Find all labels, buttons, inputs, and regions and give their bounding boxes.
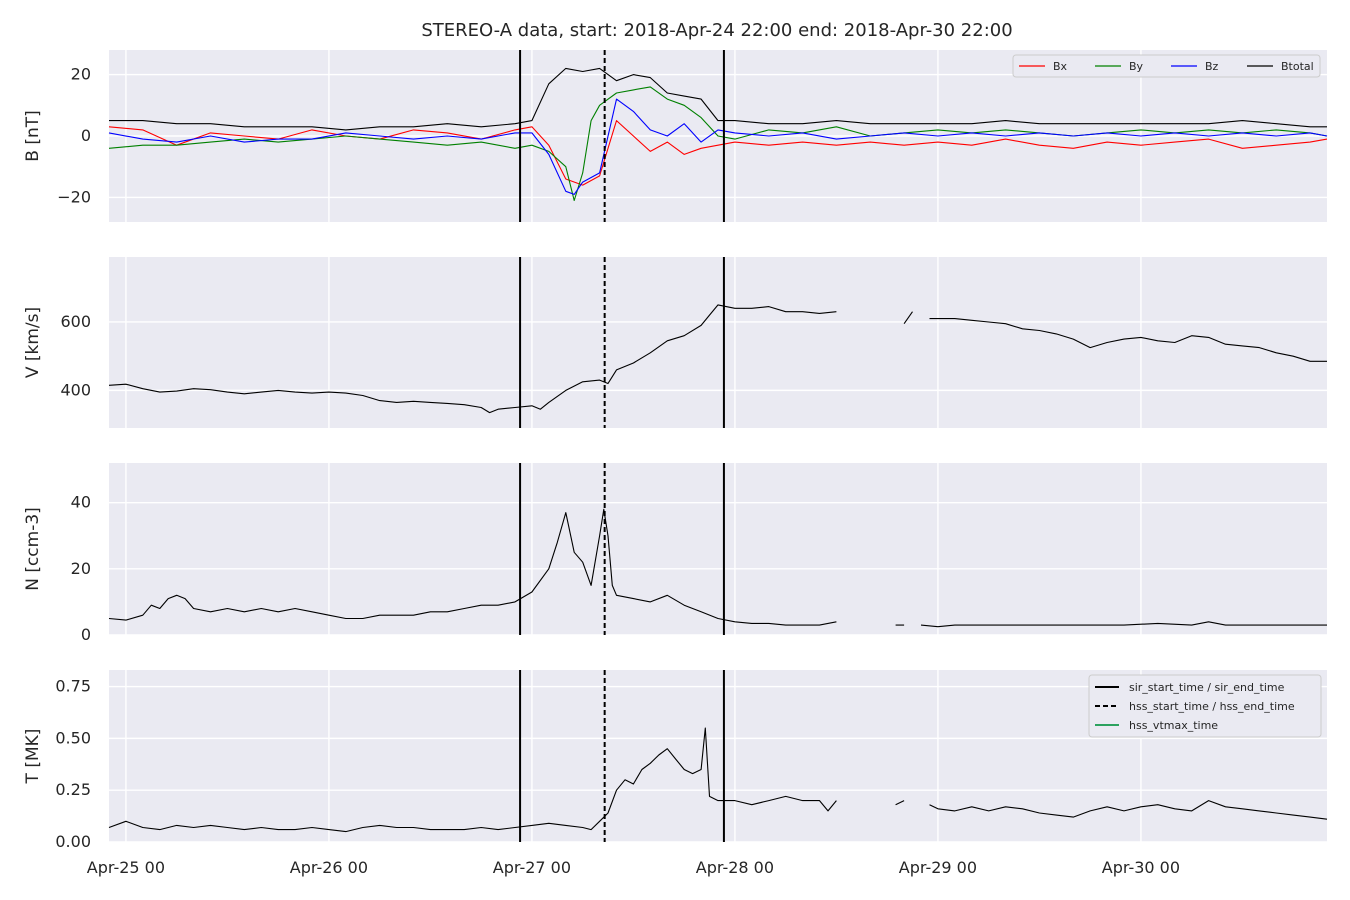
- legend-label: Bx: [1053, 60, 1068, 73]
- series-line-n: [108, 508, 1327, 628]
- y-tick-label: 0: [81, 126, 91, 145]
- y-tick-label: 0.75: [55, 677, 91, 696]
- y-tick-label: 0.25: [55, 780, 91, 799]
- y-tick-label: 600: [60, 312, 91, 331]
- panel-t: 0.00 0.25 0.50 0.75 T [MK] sir_start_time / s…: [23, 670, 1328, 877]
- panel-v-background: [109, 257, 1327, 428]
- x-tick-label: Apr-28 00: [696, 858, 774, 877]
- y-axis-label: N [ccm-3]: [23, 507, 43, 591]
- y-tick-label: 40: [71, 493, 91, 512]
- y-tick-label: 0.00: [55, 832, 91, 851]
- t-legend: sir_start_time / sir_end_time hss_start_t…: [1088, 674, 1322, 738]
- figure-title: STEREO-A data, start: 2018-Apr-24 22:00 …: [421, 20, 1012, 41]
- legend-label: hss_start_time / hss_end_time: [1129, 700, 1295, 713]
- legend-label: sir_start_time / sir_end_time: [1129, 681, 1285, 694]
- legend-label: Btotal: [1281, 60, 1314, 73]
- y-axis-label: V [km/s]: [23, 307, 43, 378]
- b-legend-frame: [1012, 54, 1321, 78]
- y-tick-label: 20: [71, 65, 91, 84]
- panel-v: 400 600 V [km/s]: [23, 257, 1327, 428]
- b-legend: Bx By Bz Btotal: [1012, 54, 1321, 78]
- series-line-bz: [108, 98, 1328, 195]
- legend-label: Bz: [1205, 60, 1219, 73]
- y-tick-label: 0.50: [55, 728, 91, 747]
- y-tick-label: −20: [57, 187, 91, 206]
- series-line-t: [108, 727, 1328, 833]
- t-legend-frame: [1088, 674, 1322, 738]
- x-tick-label: Apr-29 00: [899, 858, 977, 877]
- panel-n-background: [109, 463, 1327, 635]
- y-tick-label: 400: [60, 380, 91, 399]
- legend-label: By: [1129, 60, 1144, 73]
- series-line-btotal: [109, 67, 1327, 131]
- x-tick-label: Apr-26 00: [290, 858, 368, 877]
- y-axis-label: B [nT]: [23, 110, 43, 162]
- panel-b: −20 0 20 B [nT] Bx By Bz Btotal: [23, 50, 1328, 222]
- y-tick-label: 20: [71, 559, 91, 578]
- panels-group: −20 0 20 B [nT] Bx By Bz Btotal 400 600 V [km/s] 0 2…: [23, 50, 1328, 877]
- y-axis-label: T [MK]: [23, 729, 43, 785]
- panel-n: 0 20 40 N [ccm-3]: [23, 463, 1327, 644]
- series-line-v: [108, 304, 1327, 414]
- x-tick-label: Apr-25 00: [87, 858, 165, 877]
- x-tick-label: Apr-27 00: [493, 858, 571, 877]
- x-tick-label: Apr-30 00: [1102, 858, 1180, 877]
- legend-label: hss_vtmax_time: [1129, 719, 1218, 732]
- y-tick-label: 0: [81, 625, 91, 644]
